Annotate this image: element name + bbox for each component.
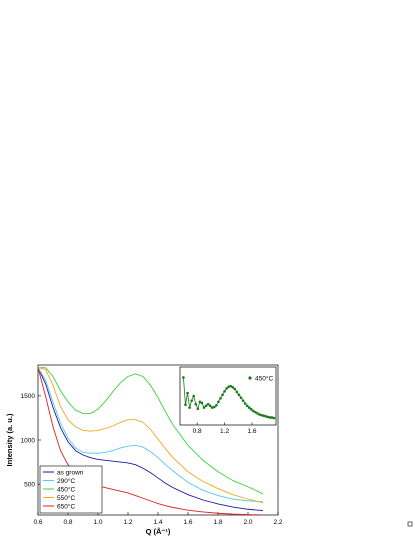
inset-data-point: [198, 400, 202, 404]
inset-data-point: [250, 408, 253, 411]
inset-data-point: [221, 393, 224, 397]
inset-data-point: [186, 391, 189, 395]
x-tick-label: 2.0: [243, 519, 252, 526]
series-line-as-grown: [38, 367, 264, 512]
inset-data-point: [272, 416, 276, 420]
inset-data-point: [184, 403, 187, 407]
inset-series-group: [182, 376, 276, 420]
x-tick-label: 1.6: [183, 519, 192, 526]
series-line-290-c: [38, 367, 264, 503]
inset-data-point: [235, 390, 239, 394]
inset-data-point: [202, 406, 206, 409]
inset-data-point: [245, 404, 249, 408]
legend-label: as grown: [57, 469, 84, 476]
inset-data-point: [215, 403, 218, 407]
inset-data-point: [192, 394, 196, 398]
inset-data-point: [227, 385, 230, 389]
inset-data-point: [233, 387, 237, 391]
x-tick-label: 1.0: [93, 519, 102, 526]
inset-data-point: [268, 416, 272, 419]
inset-data-point: [194, 402, 198, 406]
inset-data-point: [243, 402, 247, 405]
series-line-650-c: [38, 367, 264, 515]
inset-data-point: [254, 410, 257, 414]
main-y-axis: 500 1000 1500: [21, 393, 41, 488]
inset-legend: 450°C: [248, 374, 273, 382]
x-axis-title: Q (Å⁻¹): [146, 527, 171, 536]
inset-data-point: [229, 384, 233, 388]
inset-data-point: [210, 406, 214, 409]
inset-data-point: [256, 412, 259, 415]
y-tick-label: 1000: [21, 437, 36, 444]
inset-data-point: [241, 399, 245, 402]
inset-x-tick-label: 0.8: [193, 428, 202, 435]
inset-data-point: [266, 415, 270, 419]
x-tick-label: 2.2: [273, 519, 282, 526]
x-tick-label: 0.6: [33, 519, 42, 526]
inset-data-point: [231, 386, 235, 389]
corner-marker: [407, 521, 413, 527]
inset-chart: 0.8 1.2 1.6 450°C: [179, 366, 277, 435]
inset-data-point: [217, 400, 220, 404]
inset-x-tick-label: 1.6: [247, 428, 256, 435]
inset-data-point: [212, 405, 216, 409]
x-tick-label: 1.2: [123, 519, 132, 526]
inset-data-point: [190, 399, 193, 402]
inset-data-point: [219, 397, 222, 400]
x-tick-label: 0.8: [63, 519, 72, 526]
inset-data-point: [252, 409, 255, 413]
legend-label: 650°C: [57, 502, 75, 510]
legend-label: 450°C: [57, 485, 75, 493]
main-series-group: [38, 367, 264, 515]
inset-data-point: [270, 416, 274, 419]
inset-data-point: [225, 387, 228, 390]
main-chart: 0.6 0.8 1.0 1.2 1.4 1.6 1.8 2.0 2.2 50010001500 …: [5, 364, 283, 536]
inset-data-point: [204, 404, 208, 408]
inset-data-point: [258, 413, 261, 416]
series-line-450-c: [38, 367, 264, 495]
inset-data-point: [196, 407, 200, 411]
inset-data-point: [237, 393, 241, 397]
inset-data-point: [264, 415, 268, 418]
x-tick-label: 1.4: [153, 519, 162, 526]
inset-data-point: [223, 390, 226, 393]
inset-legend-label: 450°C: [255, 374, 273, 382]
inset-data-point: [182, 376, 185, 379]
legend-label: 290°C: [57, 477, 75, 485]
inset-data-point: [260, 413, 263, 417]
inset-legend-marker: [248, 376, 252, 380]
inset-data-point: [206, 402, 210, 406]
inset-x-axis: 0.8 1.2 1.6: [193, 422, 257, 435]
inset-data-point: [188, 406, 191, 409]
inset-x-tick-label: 1.2: [220, 428, 229, 435]
x-tick-label: 1.8: [213, 519, 222, 526]
inset-data-point: [208, 404, 212, 408]
series-line-550-c: [38, 367, 264, 504]
inset-data-point: [200, 401, 204, 405]
inset-data-point: [239, 396, 243, 400]
inset-data-point: [247, 406, 251, 409]
y-tick-label: 500: [24, 481, 35, 488]
y-axis-title: Intensity (a. u.): [5, 413, 14, 466]
main-x-axis: 0.6 0.8 1.0 1.2 1.4 1.6 1.8 2.0 2.2: [33, 512, 283, 526]
inset-data-point: [262, 414, 265, 418]
legend-label: 550°C: [57, 494, 75, 502]
y-tick-label: 1500: [21, 393, 36, 400]
